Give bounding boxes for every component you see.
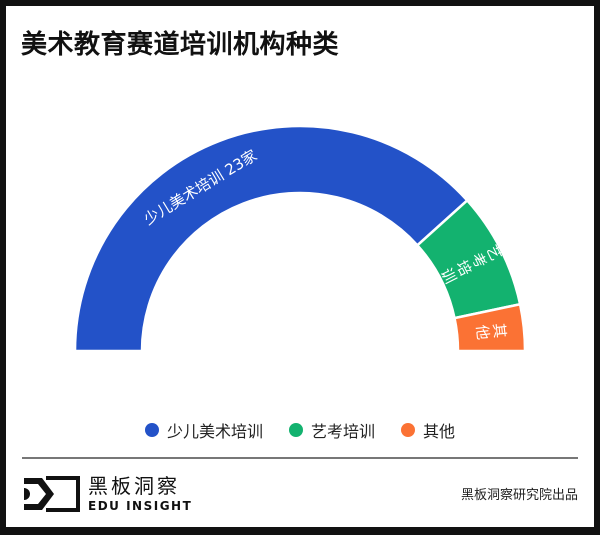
legend-label: 少儿美术培训 xyxy=(166,422,263,441)
slice-kids-art[interactable] xyxy=(73,124,469,353)
eye-logo-icon xyxy=(24,476,80,512)
legend-dot-icon xyxy=(401,423,415,437)
legend: 少儿美术培训 艺考培训 其他 xyxy=(6,418,594,442)
legend-item-art-exam[interactable]: 艺考培训 xyxy=(288,418,375,442)
legend-dot-icon xyxy=(288,423,303,437)
logo-chinese-name: 黑板洞察 xyxy=(88,474,180,498)
logo-english-name: EDU INSIGHT xyxy=(88,499,193,513)
legend-label: 艺考培训 xyxy=(310,422,375,441)
chart-title: 美术教育赛道培训机构种类 xyxy=(21,30,340,60)
footer-divider xyxy=(22,457,578,459)
legend-dot-icon xyxy=(144,423,159,437)
slice-label: 其他 xyxy=(473,320,509,341)
credit-text: 黑板洞察研究院出品 xyxy=(460,488,578,503)
slice-other[interactable] xyxy=(453,302,527,353)
edu-insight-logo: 黑板洞察 EDU INSIGHT xyxy=(24,476,192,512)
legend-item-kids-art[interactable]: 少儿美术培训 xyxy=(144,418,263,442)
legend-label: 其他 xyxy=(423,422,456,441)
chart-card: 美术教育赛道培训机构种类 少儿美术培训 23家 艺考培训 其他 少儿美术培训 艺考培… xyxy=(6,6,594,527)
legend-item-other[interactable]: 其他 xyxy=(401,418,455,442)
